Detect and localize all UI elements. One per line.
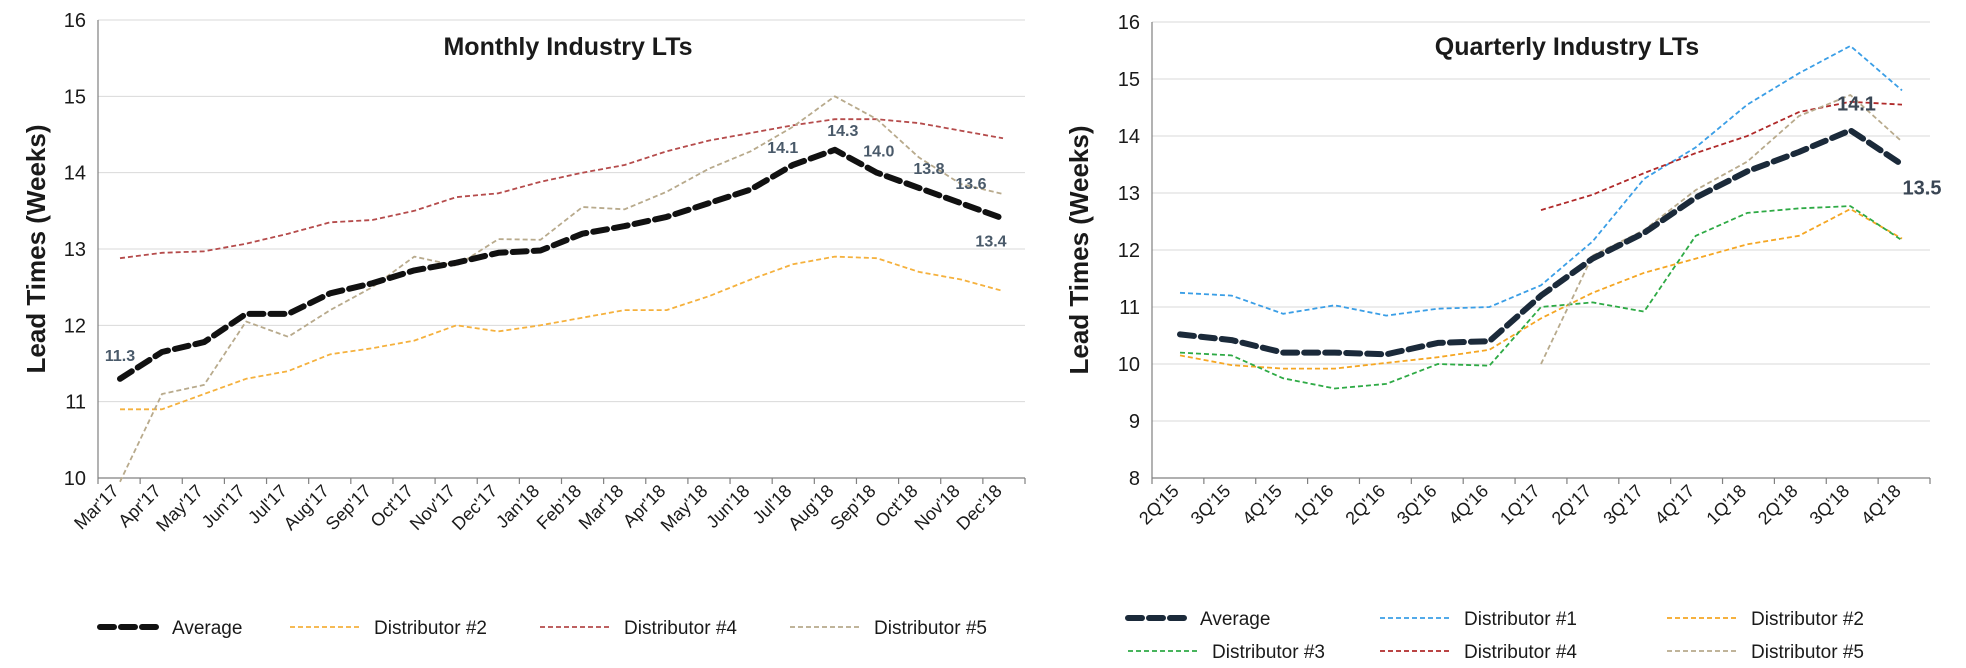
c2-legend-label-distributor-2: Distributor #2 (1751, 609, 1864, 630)
c1-legend-label-distributor-5: Distributor #5 (874, 618, 987, 639)
c1-xtick-label: Jun'18 (702, 481, 753, 532)
c2-ytick-label: 13 (1118, 183, 1140, 205)
c1-xtick-label: Nov'18 (910, 481, 963, 534)
c2-xtick-label: 3Q'17 (1599, 481, 1647, 529)
c2-xtick-label: 2Q'16 (1341, 481, 1389, 529)
c1-y-axis-label: Lead Times (Weeks) (21, 124, 51, 373)
c1-xtick-label: Aug'18 (784, 481, 837, 534)
c2-ytick-label: 9 (1129, 411, 1140, 433)
c1-xtick-label: May'18 (657, 481, 712, 536)
c2-ytick-label: 14 (1118, 126, 1140, 148)
c1-data-label: 14.3 (827, 123, 858, 140)
monthly-chart: 10111213141516Mar'17Apr'17May'17Jun'17Ju… (21, 10, 1026, 639)
c2-ytick-label: 15 (1118, 69, 1140, 91)
c2-xtick-label: 2Q'15 (1135, 481, 1183, 529)
c2-y-axis-label: Lead Times (Weeks) (1064, 125, 1094, 374)
c1-ytick-label: 10 (64, 468, 86, 490)
c1-series-line-average (117, 146, 1006, 382)
c1-series-line-distributor-5 (119, 95, 1004, 483)
c2-xtick-label: 1Q'17 (1496, 481, 1544, 529)
c2-xtick-label: 3Q'18 (1806, 481, 1854, 529)
c2-xtick-label: 3Q'15 (1187, 481, 1235, 529)
c1-legend-label-distributor-2: Distributor #2 (374, 618, 487, 639)
c1-xtick-label: Feb'18 (533, 481, 586, 534)
c1-data-label: 13.4 (975, 233, 1006, 250)
c2-xtick-label: 4Q'18 (1857, 481, 1905, 529)
c1-series-line-distributor-4 (119, 118, 1004, 260)
c2-ytick-label: 16 (1118, 12, 1140, 34)
c1-ytick-label: 15 (64, 86, 86, 108)
c2-xtick-label: 4Q'15 (1238, 481, 1286, 529)
c1-xtick-label: Dec'17 (448, 481, 501, 534)
c2-series-line-distributor-3 (1179, 205, 1903, 390)
c1-data-label: 11.3 (105, 348, 135, 365)
c1-xtick-label: Dec'18 (952, 481, 1005, 534)
c1-ytick-label: 14 (64, 163, 86, 185)
c1-legend-label-distributor-4: Distributor #4 (624, 618, 737, 639)
c2-xtick-label: 1Q'18 (1702, 481, 1750, 529)
c1-series-line-distributor-2 (120, 255, 1004, 411)
c2-legend-label-distributor-4: Distributor #4 (1464, 642, 1577, 663)
c1-xtick-label: Jan'18 (492, 481, 543, 532)
c2-legend-label-average: Average (1200, 609, 1270, 630)
c1-xtick-label: Aug'17 (280, 481, 333, 534)
c2-ytick-label: 10 (1118, 354, 1140, 376)
c1-data-label: 13.6 (955, 176, 986, 193)
c2-data-label: 13.5 (1903, 178, 1942, 200)
c2-legend-label-distributor-1: Distributor #1 (1464, 609, 1577, 630)
c2-ytick-label: 8 (1129, 468, 1140, 490)
c2-legend-label-distributor-5: Distributor #5 (1751, 642, 1864, 663)
c1-ytick-label: 13 (64, 239, 86, 261)
c1-xtick-label: Jun'17 (198, 481, 249, 532)
c2-series-line-average (1177, 127, 1905, 358)
c1-xtick-label: Nov'17 (406, 481, 459, 534)
c1-xtick-label: Sep'18 (826, 481, 879, 534)
c2-xtick-label: 1Q'16 (1290, 481, 1338, 529)
c1-xtick-label: May'17 (152, 481, 207, 536)
c1-data-label: 14.0 (863, 144, 894, 161)
c2-xtick-label: 4Q'16 (1445, 481, 1493, 529)
c2-series-line-distributor-1 (1179, 45, 1903, 317)
c2-xtick-label: 4Q'17 (1651, 481, 1699, 529)
c2-xtick-label: 3Q'16 (1393, 481, 1441, 529)
c2-ytick-label: 12 (1118, 240, 1140, 262)
c2-series-line-distributor-4 (1540, 100, 1903, 211)
c2-series-line-distributor-5 (1540, 94, 1903, 365)
c1-data-label: 14.1 (767, 140, 798, 157)
c2-data-label: 14.1 (1837, 93, 1876, 115)
c1-chart-title: Monthly Industry LTs (443, 33, 692, 61)
c2-legend-label-distributor-3: Distributor #3 (1212, 642, 1325, 663)
c1-ytick-label: 11 (65, 392, 86, 414)
c2-series-line-distributor-2 (1179, 208, 1903, 370)
c1-ytick-label: 12 (64, 315, 86, 337)
c1-legend-label-average: Average (172, 618, 242, 639)
c1-xtick-label: Sep'17 (322, 481, 375, 534)
c2-xtick-label: 2Q'17 (1548, 481, 1596, 529)
c1-xtick-label: Mar'18 (575, 481, 628, 534)
c1-data-label: 13.8 (913, 161, 944, 178)
c2-xtick-label: 2Q'18 (1754, 481, 1802, 529)
c2-ytick-label: 11 (1119, 297, 1140, 319)
c2-chart-title: Quarterly Industry LTs (1435, 33, 1699, 61)
c1-ytick-label: 16 (64, 10, 86, 32)
